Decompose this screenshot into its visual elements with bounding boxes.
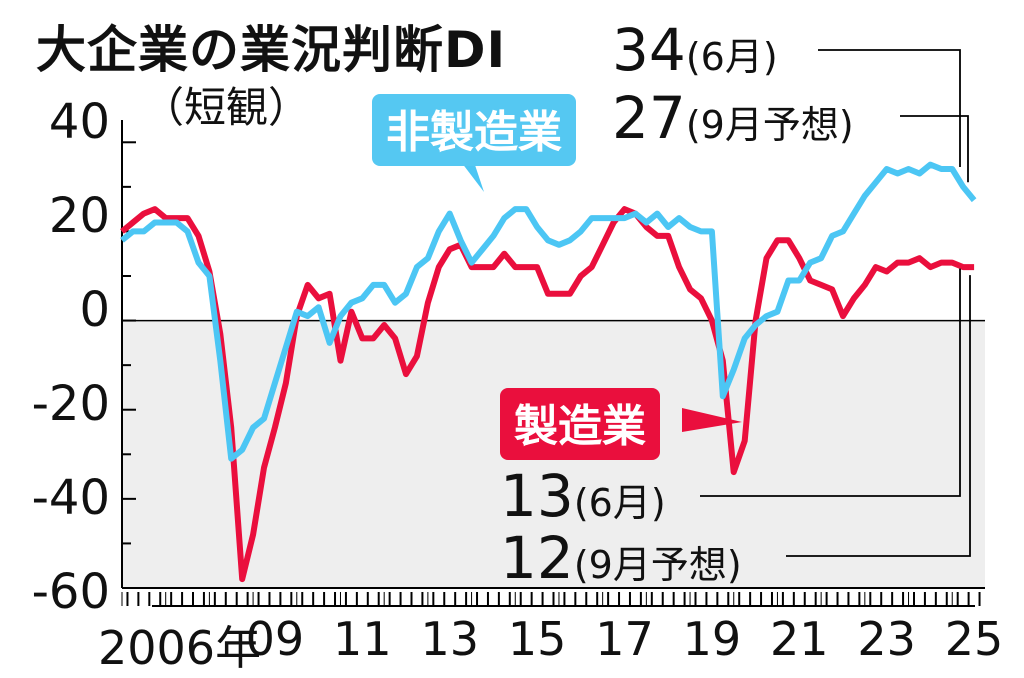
callout-note: (9月予想): [685, 103, 854, 147]
x-tick-label: 19: [682, 612, 742, 666]
x-tick-label: 21: [770, 612, 829, 666]
x-tick-label: 15: [507, 612, 567, 666]
series-line-non-manufacturing: [120, 161, 977, 462]
legend-manufacturing: 製造業: [500, 388, 660, 460]
callout-non-manufacturing-june: 34(6月): [612, 16, 778, 84]
y-tick-label: -40: [31, 470, 110, 526]
y-tick-label: 20: [48, 188, 110, 244]
callout-note: (9月予想): [573, 543, 742, 587]
y-tick-label: 0: [79, 282, 110, 338]
manufacturing-tag-pointer: [682, 408, 742, 432]
x-tick-label: 17: [595, 612, 654, 666]
chart-subtitle: （短観）: [142, 83, 311, 132]
leader-mfg-june: [700, 268, 961, 497]
callout-non-manufacturing-forecast: 27(9月予想): [612, 84, 854, 152]
y-tick-label: -20: [31, 376, 110, 432]
y-tick-label: -60: [31, 564, 110, 620]
x-tick-label: 23: [857, 612, 916, 666]
x-tick-marks: [121, 592, 981, 607]
leader-non-mfg-june: [818, 49, 961, 168]
chart-title: 大企業の業況判断DI: [36, 21, 507, 79]
series-line-manufacturing: [120, 206, 975, 583]
callout-note: (6月): [573, 481, 666, 525]
leader-non-mfg-forecast: [900, 115, 969, 183]
callout-note: (6月): [685, 35, 778, 79]
leader-mfg-forecast: [786, 275, 971, 557]
callout-value: 34: [612, 16, 686, 84]
y-tick-label: 40: [48, 94, 110, 150]
x-tick-label: 13: [420, 612, 479, 666]
callout-manufacturing-forecast: 12(9月予想): [500, 524, 742, 592]
callout-manufacturing-june: 13(6月): [500, 462, 666, 530]
x-tick-label: 11: [333, 612, 392, 666]
callout-value: 13: [500, 462, 574, 530]
x-tick-label: 25: [944, 612, 1004, 666]
x-tick-label: 2006年: [98, 621, 262, 675]
callout-leader-lines: [700, 49, 971, 557]
x-tick-label: 09: [245, 612, 305, 666]
callout-value: 27: [612, 84, 686, 152]
legend-non-manufacturing: 非製造業: [372, 94, 576, 166]
callout-value: 12: [500, 524, 574, 592]
